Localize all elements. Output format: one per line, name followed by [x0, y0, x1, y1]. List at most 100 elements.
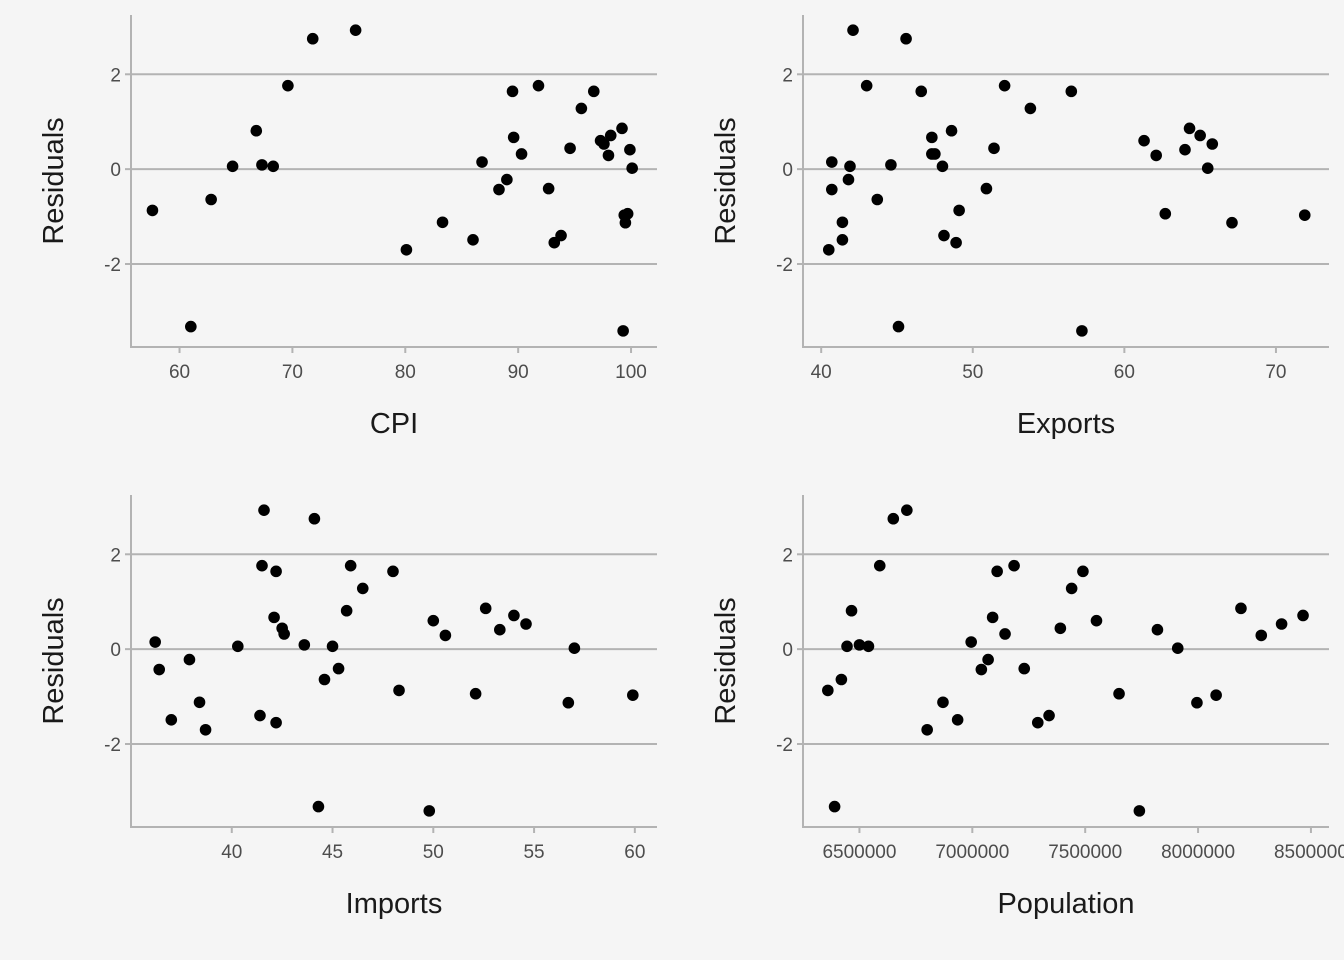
data-point [254, 709, 266, 722]
data-point [476, 156, 488, 168]
x-tick-label: 7500000 [1048, 842, 1122, 863]
data-point [501, 173, 513, 186]
data-point [915, 85, 928, 98]
data-point [318, 673, 331, 686]
y-tick-label: 0 [782, 640, 793, 661]
data-point [1275, 618, 1288, 630]
y-tick-label: 2 [110, 545, 121, 566]
data-point [193, 696, 206, 709]
data-point [986, 611, 999, 624]
data-point [627, 689, 639, 701]
data-point [921, 723, 933, 736]
y-tick-label: 2 [782, 65, 793, 86]
data-point [575, 102, 588, 115]
data-point [165, 714, 178, 726]
data-point [1024, 102, 1037, 115]
data-point [306, 32, 319, 45]
data-point [1065, 85, 1078, 98]
data-point [936, 160, 949, 173]
data-point [199, 723, 212, 736]
data-point [232, 640, 244, 653]
data-point [982, 653, 994, 666]
data-point [938, 229, 950, 242]
y-tick-label: 0 [110, 640, 121, 661]
data-point [1255, 629, 1268, 642]
data-point [1138, 134, 1150, 147]
data-point [493, 183, 505, 196]
data-point [427, 614, 440, 627]
y-tick-label: 0 [782, 160, 793, 181]
data-point [1206, 138, 1219, 150]
data-point [602, 149, 615, 162]
y-axis-title: Residuals [710, 117, 742, 244]
y-tick-label: -2 [104, 735, 121, 756]
data-point [604, 129, 617, 142]
data-point [1133, 805, 1146, 817]
data-point [822, 243, 835, 256]
x-tick-label: 90 [508, 362, 529, 383]
data-point [356, 582, 369, 595]
data-point [250, 124, 263, 137]
data-point [616, 122, 628, 135]
data-point [900, 32, 912, 45]
x-tick-label: 55 [523, 842, 544, 863]
x-tick-label: 40 [811, 362, 832, 383]
data-point [532, 79, 545, 92]
x-tick-label: 8500000 [1274, 842, 1344, 863]
data-point [836, 234, 849, 246]
x-tick-label: 70 [282, 362, 303, 383]
data-point [146, 204, 159, 217]
data-point [1297, 609, 1309, 622]
data-point [312, 800, 325, 813]
data-point [842, 173, 855, 186]
data-point [835, 673, 848, 686]
data-point [256, 559, 268, 572]
data-point [393, 684, 405, 697]
data-point [975, 663, 988, 676]
data-point [469, 687, 482, 700]
data-point [1031, 716, 1044, 729]
data-point [1018, 662, 1031, 675]
data-point [1191, 696, 1203, 709]
x-tick-label: 7000000 [935, 842, 1009, 863]
data-point [1298, 209, 1311, 221]
data-point [937, 696, 949, 709]
data-point [349, 24, 362, 36]
residual-panel-exports: -2 0 2 40 50 60 70 Exports Residuals [710, 15, 1329, 440]
x-axis-title: CPI [370, 408, 418, 440]
residual-panel-imports: -2 0 2 40 45 50 55 60 Imports Residuals [38, 495, 657, 920]
data-point [860, 79, 873, 92]
data-point [520, 618, 532, 630]
data-point [344, 559, 357, 572]
y-axis-title: Residuals [710, 597, 742, 724]
data-point [1235, 602, 1247, 615]
data-point [1076, 325, 1088, 337]
data-point [149, 636, 161, 648]
data-point [1043, 709, 1055, 722]
data-point [205, 193, 217, 206]
data-point [555, 229, 567, 242]
data-point [436, 216, 449, 229]
data-point [587, 85, 600, 98]
data-point [332, 662, 345, 675]
data-point [423, 805, 436, 817]
data-point [999, 628, 1011, 640]
residual-panel-cpi: -2 0 2 60 70 80 90 100 CPI Residuals [38, 15, 657, 440]
y-tick-label: -2 [776, 735, 793, 756]
data-point [568, 642, 581, 654]
data-point [847, 24, 859, 36]
x-tick-label: 60 [1114, 362, 1135, 383]
data-point [326, 640, 339, 653]
y-tick-label: -2 [104, 255, 121, 276]
data-point [598, 138, 610, 150]
data-point [621, 207, 634, 220]
data-point [901, 504, 913, 516]
data-point [1151, 623, 1164, 636]
data-point [1008, 559, 1020, 572]
data-point [873, 559, 886, 572]
x-tick-label: 60 [169, 362, 190, 383]
data-point [1054, 622, 1067, 635]
data-point [836, 216, 849, 229]
data-point [617, 325, 629, 337]
